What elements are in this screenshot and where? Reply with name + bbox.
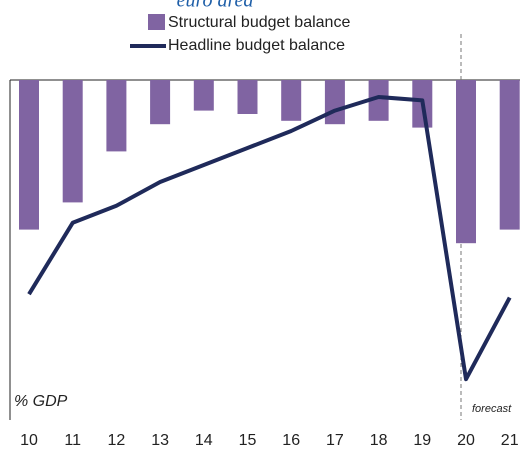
chart-title: euro area [177, 0, 254, 12]
bar [19, 80, 39, 230]
bar [150, 80, 171, 125]
bar [456, 80, 476, 244]
legend-label: Structural budget balance [168, 14, 350, 31]
x-tick-label: 10 [20, 432, 38, 449]
x-tick-label: 21 [501, 432, 519, 449]
x-tick-label: 20 [457, 432, 475, 449]
bar [237, 80, 258, 114]
x-tick-label: 18 [370, 432, 388, 449]
y-axis-label: % GDP [14, 393, 68, 410]
forecast-label: forecast [472, 403, 512, 415]
bar [368, 80, 389, 121]
x-tick-label: 11 [64, 432, 81, 449]
x-tick-label: 17 [326, 432, 344, 449]
bar [62, 80, 83, 203]
bar [324, 80, 345, 125]
x-tick-label: 16 [282, 432, 300, 449]
x-tick-label: 13 [151, 432, 169, 449]
bar [281, 80, 302, 121]
bar [106, 80, 127, 152]
x-tick-label: 15 [239, 432, 257, 449]
bar [499, 80, 520, 230]
x-tick-label: 14 [195, 432, 213, 449]
x-tick-label: 19 [413, 432, 431, 449]
line [27, 95, 512, 382]
x-tick-label: 12 [108, 432, 126, 449]
bar [193, 80, 214, 111]
legend-label: Headline budget balance [168, 37, 345, 54]
legend-swatch [148, 14, 165, 30]
